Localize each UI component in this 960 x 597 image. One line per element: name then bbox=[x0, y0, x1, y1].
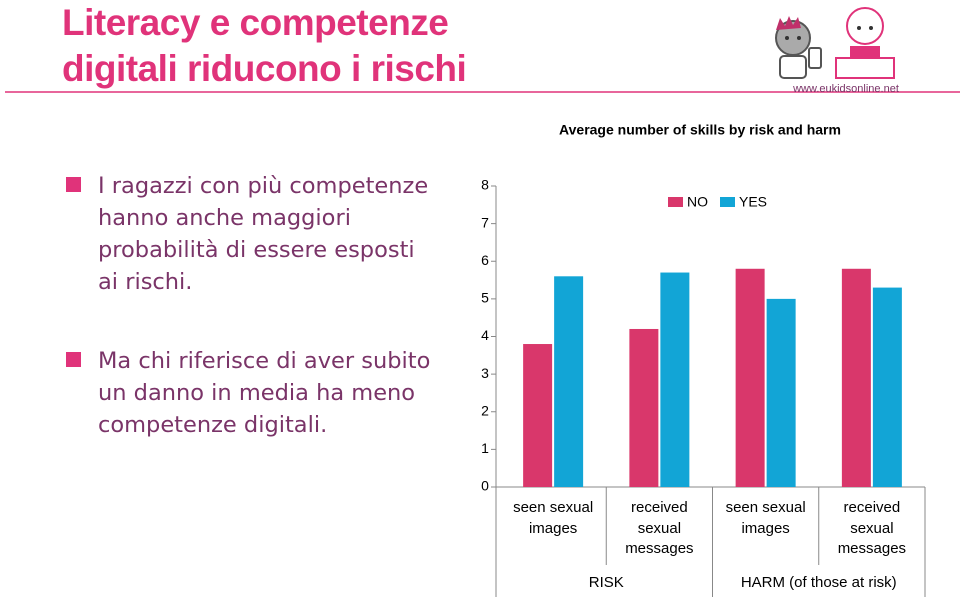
x-tick-label: received sexual messages bbox=[837, 499, 907, 557]
title-line: digitali riducono i rischi bbox=[62, 48, 467, 89]
bar bbox=[629, 328, 659, 487]
chart-title: Average number of skills by risk and har… bbox=[559, 122, 841, 138]
y-tick-label: 3 bbox=[481, 365, 489, 381]
y-tick-label: 2 bbox=[481, 402, 489, 418]
y-tick-label: 1 bbox=[481, 440, 489, 456]
legend-label: NO bbox=[687, 194, 708, 210]
bar bbox=[660, 272, 690, 487]
bar bbox=[735, 268, 765, 487]
x-tick-label: received sexual messages bbox=[625, 499, 694, 557]
slide-title: Literacy e competenze digitali riducono i… bbox=[62, 0, 467, 92]
logo-url: www.eukidsonline.net bbox=[792, 83, 899, 95]
bar bbox=[841, 268, 871, 487]
bullet-marker bbox=[66, 177, 81, 192]
y-tick-label: 5 bbox=[481, 290, 489, 306]
y-tick-label: 8 bbox=[481, 177, 489, 193]
bar bbox=[523, 344, 553, 487]
y-tick-label: 4 bbox=[481, 327, 489, 343]
y-tick-label: 7 bbox=[481, 214, 489, 230]
x-tick-label: seen sexual images bbox=[725, 499, 806, 537]
logo: www.eukidsonline.net bbox=[775, 7, 899, 95]
legend-swatch bbox=[668, 197, 683, 207]
bar bbox=[554, 276, 584, 487]
bullet-text: I ragazzi con più competenze hanno anche… bbox=[98, 173, 429, 295]
y-tick-label: 6 bbox=[481, 252, 489, 268]
title-line: Literacy e competenze bbox=[62, 2, 449, 43]
x-tick-label: seen sexual images bbox=[513, 499, 594, 537]
bullet-marker bbox=[66, 352, 81, 367]
bar bbox=[872, 287, 902, 487]
group-label: HARM (of those at risk) bbox=[741, 574, 897, 591]
legend-swatch bbox=[720, 197, 735, 207]
group-label: RISK bbox=[589, 574, 624, 591]
bar bbox=[766, 298, 796, 487]
legend-label: YES bbox=[739, 194, 767, 210]
y-tick-label: 0 bbox=[481, 478, 489, 494]
bullet-text: Ma chi riferisce di aver subito un danno… bbox=[98, 348, 431, 438]
